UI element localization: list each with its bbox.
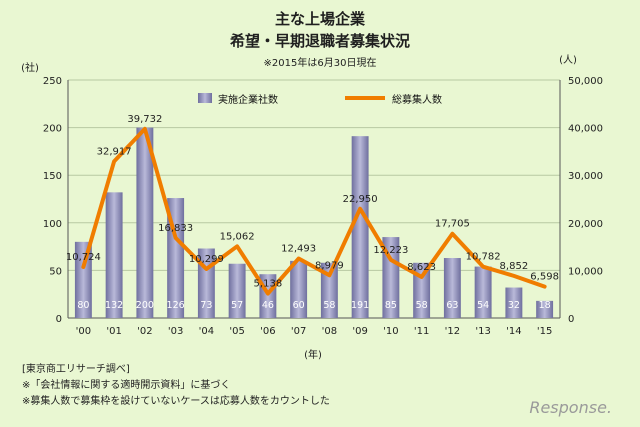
line-value-label: 12,223 bbox=[373, 245, 408, 256]
bar-value-label: 57 bbox=[231, 300, 243, 311]
bar-value-label: 63 bbox=[446, 300, 458, 311]
y-right-tick-label: 30,000 bbox=[568, 171, 603, 182]
bar bbox=[320, 262, 338, 318]
x-tick-labels: '00 '01 '02 '03 '04 '05 '06 '07 '08 '09 '10 '11 '12 '… bbox=[76, 326, 553, 337]
y-left-tick-label: 0 bbox=[56, 314, 62, 325]
line-value-label: 15,062 bbox=[220, 231, 255, 242]
x-tick-label: '14 bbox=[506, 326, 521, 337]
x-tick-label: '11 bbox=[414, 326, 429, 337]
line-value-label: 6,598 bbox=[530, 272, 559, 283]
y-left-tick-label: 100 bbox=[43, 219, 62, 230]
y-left-tick-label: 200 bbox=[43, 124, 62, 135]
x-tick-label: '04 bbox=[199, 326, 214, 337]
series-line bbox=[81, 126, 547, 296]
line-value-label: 22,950 bbox=[343, 194, 378, 205]
bar bbox=[74, 241, 92, 318]
y-right-tick-label: 20,000 bbox=[568, 219, 603, 230]
x-axis-label: (年) bbox=[304, 348, 322, 361]
bar bbox=[443, 258, 461, 318]
bar bbox=[474, 266, 492, 318]
bar-value-label: 85 bbox=[385, 300, 397, 311]
line-value-label: 10,299 bbox=[189, 254, 224, 265]
x-tick-label: '09 bbox=[352, 326, 367, 337]
x-tick-label: '07 bbox=[291, 326, 306, 337]
legend-line-label: 総募集人数 bbox=[392, 93, 442, 106]
line-value-label: 32,917 bbox=[97, 146, 132, 157]
bar-value-label: 80 bbox=[77, 300, 89, 311]
footnote-source: [東京商工リサーチ調べ] bbox=[22, 362, 130, 375]
chart-title: 主な上場企業 bbox=[275, 10, 366, 28]
legend-bar-label: 実施企業社数 bbox=[218, 93, 278, 106]
y-right-tick-label: 40,000 bbox=[568, 124, 603, 135]
bar-value-label: 54 bbox=[477, 300, 489, 311]
x-tick-label: '06 bbox=[260, 326, 275, 337]
line-value-label: 12,493 bbox=[281, 244, 316, 255]
bar bbox=[136, 127, 154, 318]
bar-labels: 80 132 200 126 73 57 46 60 58 191 85 58 63 54 32 18 bbox=[77, 300, 550, 311]
bar bbox=[382, 237, 400, 318]
bar-value-label: 58 bbox=[323, 300, 335, 311]
bar-value-label: 191 bbox=[351, 300, 369, 311]
line-value-label: 8,852 bbox=[500, 261, 529, 272]
footnote-basis: ※「会社情報に関する適時開示資料」に基づく bbox=[22, 378, 230, 391]
line-value-label: 17,705 bbox=[435, 219, 470, 230]
y-left-ticks: 0 50 100 150 200 250 bbox=[43, 76, 62, 325]
bar-value-label: 18 bbox=[539, 300, 551, 311]
x-tick-label: '03 bbox=[168, 326, 183, 337]
watermark-logo: Response. bbox=[529, 398, 612, 417]
y-left-unit: (社) bbox=[21, 61, 39, 74]
line-value-label: 8,623 bbox=[407, 262, 436, 273]
bar-value-label: 132 bbox=[105, 300, 123, 311]
footnote-count: ※募集人数で募集枠を設けていないケースは応募人数をカウントした bbox=[22, 394, 330, 407]
bar-value-label: 46 bbox=[262, 300, 274, 311]
bar-value-label: 73 bbox=[200, 300, 212, 311]
y-left-tick-label: 150 bbox=[43, 171, 62, 182]
bar bbox=[505, 287, 523, 318]
bar-value-label: 58 bbox=[416, 300, 428, 311]
line-series bbox=[81, 126, 547, 296]
line-value-label: 10,724 bbox=[66, 252, 101, 263]
chart-note-top: ※2015年は6月30日現在 bbox=[264, 56, 377, 69]
line-value-label: 39,732 bbox=[127, 114, 162, 125]
x-tick-label: '10 bbox=[383, 326, 398, 337]
bar-value-label: 32 bbox=[508, 300, 520, 311]
chart-subtitle: 希望・早期退職者募集状況 bbox=[230, 32, 410, 50]
x-tick-label: '05 bbox=[229, 326, 244, 337]
y-left-tick-label: 250 bbox=[43, 76, 62, 87]
line-value-label: 5,138 bbox=[254, 279, 283, 290]
bar-value-label: 60 bbox=[293, 300, 305, 311]
legend: 実施企業社数 総募集人数 bbox=[198, 93, 442, 106]
x-tick-label: '08 bbox=[322, 326, 337, 337]
bar bbox=[105, 192, 123, 318]
y-right-ticks: 0 10,000 20,000 30,000 40,000 50,000 bbox=[568, 76, 603, 325]
x-tick-label: '13 bbox=[475, 326, 490, 337]
bar bbox=[290, 260, 308, 318]
x-tick-label: '01 bbox=[106, 326, 121, 337]
line-value-label: 8,979 bbox=[315, 260, 344, 271]
x-tick-label: '02 bbox=[137, 326, 152, 337]
bar bbox=[228, 263, 246, 318]
x-tick-label: '00 bbox=[76, 326, 91, 337]
bar-value-label: 126 bbox=[167, 300, 185, 311]
y-left-tick-label: 50 bbox=[49, 266, 62, 277]
line-labels: 10,724 32,917 39,732 16,833 10,299 15,062 5,13… bbox=[66, 114, 559, 290]
y-right-tick-label: 10,000 bbox=[568, 266, 603, 277]
bar bbox=[351, 136, 369, 318]
y-right-unit: (人) bbox=[559, 54, 577, 66]
x-tick-label: '12 bbox=[445, 326, 460, 337]
x-tick-label: '15 bbox=[537, 326, 552, 337]
bar-value-label: 200 bbox=[136, 300, 154, 311]
bar bbox=[536, 300, 554, 318]
y-right-tick-label: 0 bbox=[568, 314, 574, 325]
line-value-label: 16,833 bbox=[158, 223, 193, 234]
y-right-tick-label: 50,000 bbox=[568, 76, 603, 87]
line-value-label: 10,782 bbox=[466, 252, 501, 263]
legend-bar-swatch bbox=[198, 93, 212, 103]
